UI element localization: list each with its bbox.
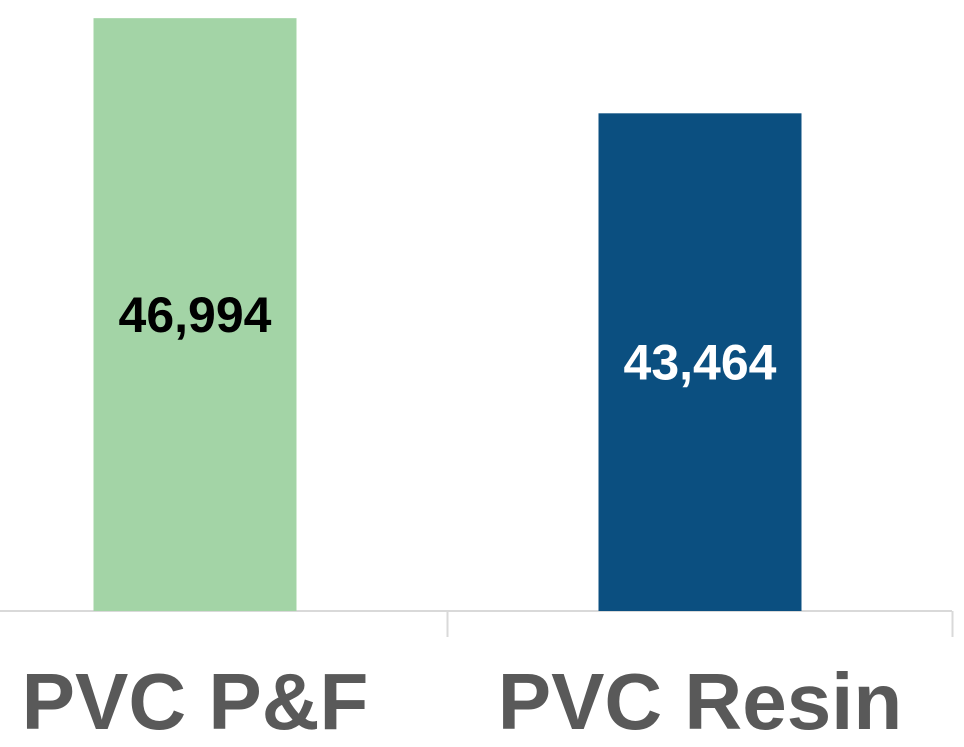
bar xyxy=(93,18,297,611)
data-label: 46,994 xyxy=(119,287,272,343)
bar xyxy=(598,113,802,611)
x-tick-label: PVC Resin xyxy=(498,657,903,746)
x-tick-label: PVC P&F xyxy=(22,657,369,746)
data-label: 43,464 xyxy=(624,334,777,390)
